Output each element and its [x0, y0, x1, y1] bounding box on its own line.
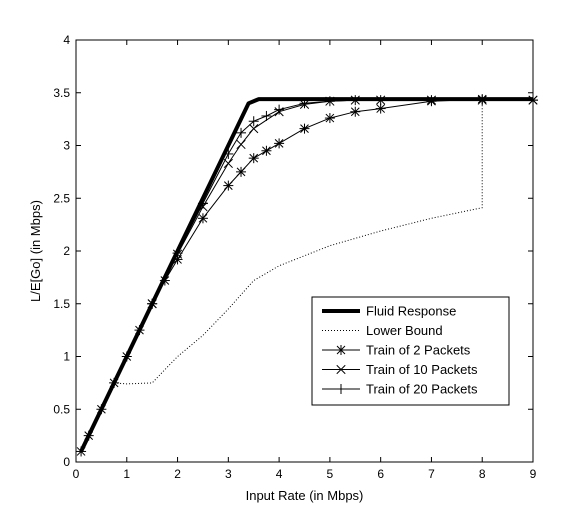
data-point — [236, 127, 247, 138]
data-point — [274, 104, 285, 115]
x-tick-label: 5 — [327, 467, 334, 481]
data-point — [274, 138, 285, 149]
data-point — [299, 123, 310, 134]
x-axis-label: Input Rate (in Mbps) — [246, 488, 364, 503]
data-point — [223, 158, 233, 169]
x-tick-label: 4 — [276, 467, 283, 481]
data-point — [261, 110, 272, 121]
legend-entry: Lower Bound — [322, 323, 443, 338]
data-point — [197, 213, 208, 224]
y-tick-label: 4 — [63, 33, 70, 47]
y-tick-label: 0 — [63, 455, 70, 469]
legend-label: Train of 2 Packets — [366, 343, 471, 358]
legend-label: Train of 20 Packets — [366, 382, 478, 397]
y-tick-label: 3 — [63, 139, 70, 153]
data-point — [248, 153, 259, 164]
x-tick-label: 1 — [123, 467, 130, 481]
legend-box — [311, 296, 510, 406]
legend-label: Lower Bound — [366, 323, 443, 338]
y-tick-label: 1.5 — [53, 297, 70, 311]
x-tick-label: 3 — [225, 467, 232, 481]
legend-entry: Fluid Response — [322, 304, 456, 319]
y-tick-label: 2.5 — [53, 191, 70, 205]
series-fluid-response — [79, 97, 533, 453]
x-tick-label: 7 — [428, 467, 435, 481]
data-point — [336, 364, 346, 375]
x-tick-label: 8 — [479, 467, 486, 481]
x-tick-label: 2 — [174, 467, 181, 481]
y-tick-label: 0.5 — [53, 402, 70, 416]
legend-label: Train of 10 Packets — [366, 362, 478, 377]
data-point — [375, 103, 386, 114]
data-point — [249, 124, 259, 134]
x-tick-label: 9 — [530, 467, 537, 481]
y-axis-label: L/E[Go] (in Mbps) — [28, 200, 43, 302]
legend: Fluid Response Lower Bound Train of 2 Pack… — [311, 296, 510, 406]
data-point — [336, 384, 346, 394]
series-line — [79, 97, 533, 453]
legend-label: Fluid Response — [366, 304, 456, 319]
data-point — [324, 113, 335, 124]
x-axis: 0 1 2 3 4 5 6 7 8 9 — [73, 40, 537, 481]
legend-entry: Train of 10 Packets — [322, 362, 478, 377]
data-point — [248, 116, 259, 127]
data-point — [261, 145, 272, 156]
data-point — [236, 139, 246, 150]
y-axis: 0 0.5 1 1.5 2 2.5 3 3.5 4 — [53, 33, 533, 469]
legend-entry: Train of 2 Packets — [322, 343, 471, 358]
data-point — [336, 345, 346, 355]
y-tick-label: 2 — [63, 244, 70, 258]
y-tick-label: 3.5 — [53, 86, 70, 100]
x-tick-label: 6 — [377, 467, 384, 481]
data-point — [350, 106, 361, 117]
legend-entry: Train of 20 Packets — [322, 382, 478, 397]
y-tick-label: 1 — [63, 350, 70, 364]
data-point — [223, 180, 234, 191]
x-tick-label: 0 — [73, 467, 80, 481]
data-point — [236, 166, 247, 177]
